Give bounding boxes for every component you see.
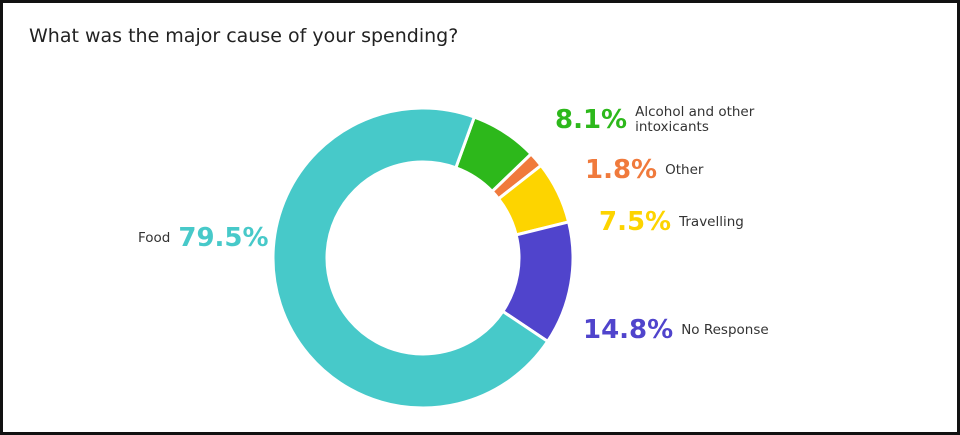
category-label: Food (138, 229, 171, 246)
category-label: No Response (681, 321, 769, 338)
donut (271, 106, 575, 410)
value-label: 79.5% (178, 223, 269, 253)
category-label: Alcohol and other intoxicants (635, 104, 755, 135)
slice-label: 8.1% Alcohol and other intoxicants (555, 104, 755, 136)
slice-label: 1.8% Other (585, 155, 703, 185)
value-label: 1.8% (585, 155, 658, 185)
value-label: 14.8% (583, 315, 674, 345)
slice-label: 14.8% No Response (583, 315, 769, 345)
donut-segment (271, 106, 550, 410)
slice-label: 7.5% Travelling (599, 207, 744, 237)
value-label: 7.5% (599, 207, 672, 237)
value-label: 8.1% (555, 105, 628, 135)
category-label: Other (665, 161, 704, 178)
category-label: Travelling (679, 213, 744, 230)
chart-title: What was the major cause of your spendin… (29, 25, 459, 47)
slice-label: Food 79.5% (138, 223, 269, 253)
